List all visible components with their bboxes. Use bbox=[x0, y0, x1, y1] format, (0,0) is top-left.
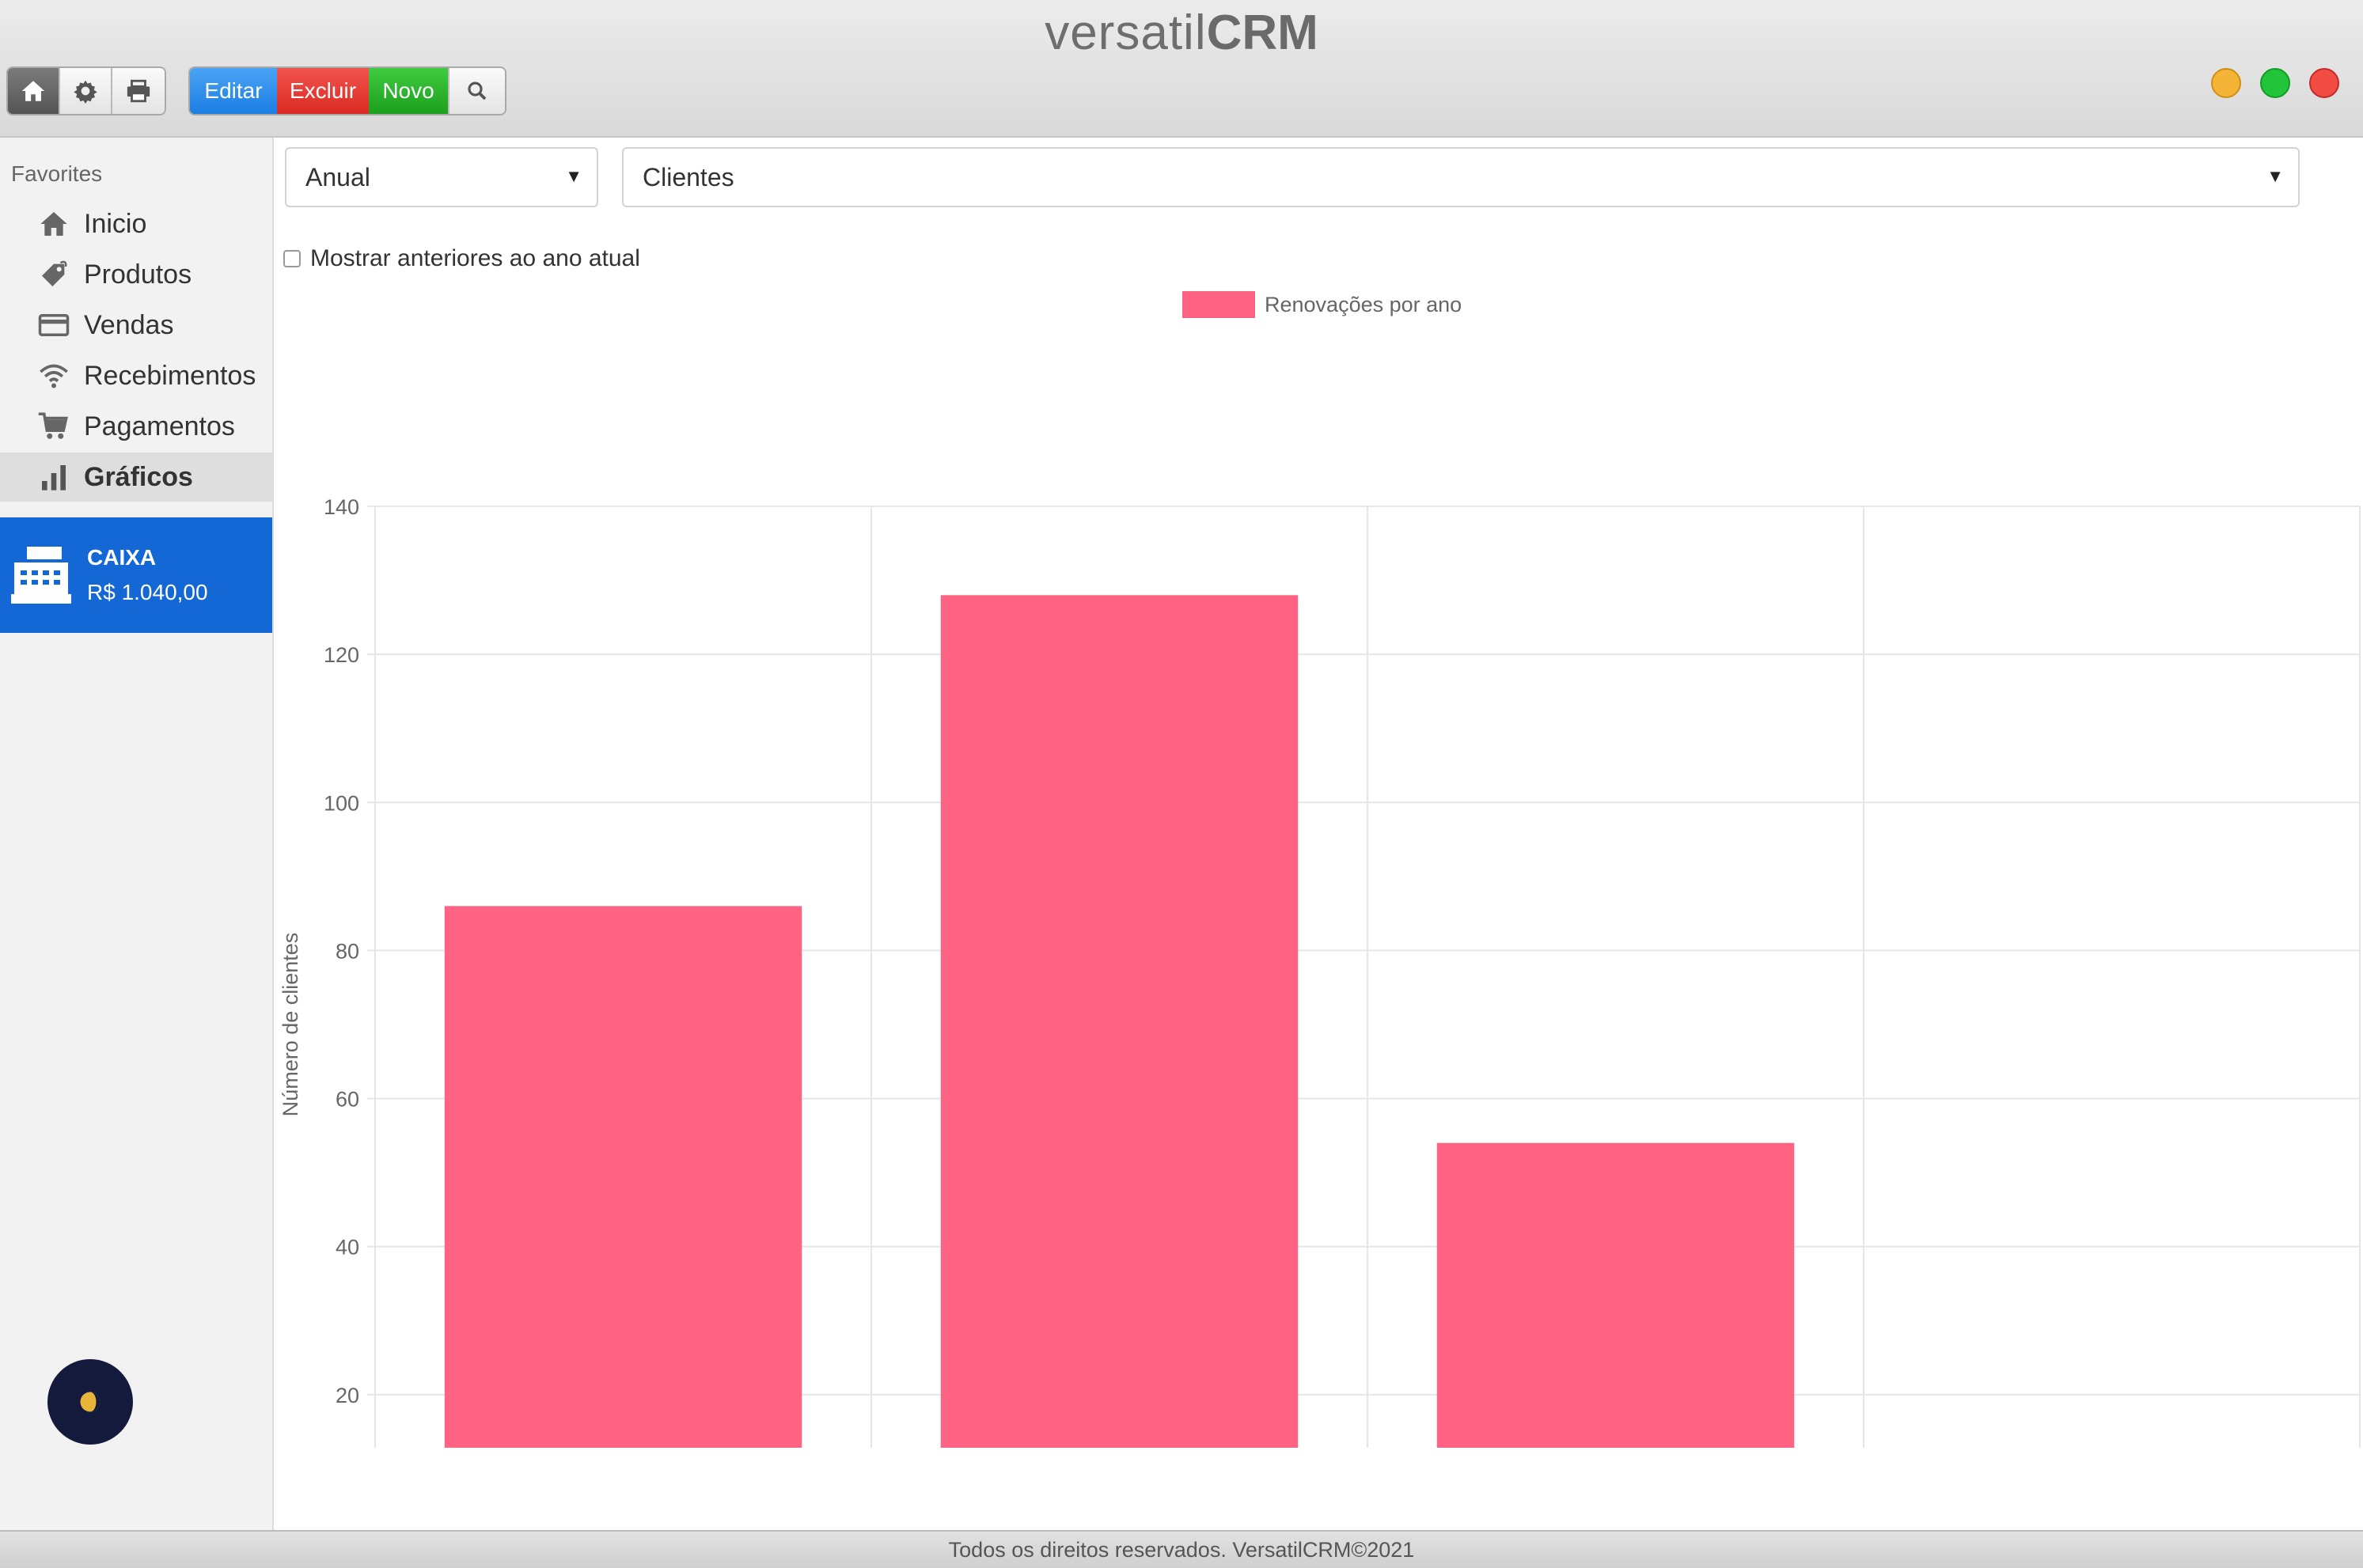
cash-register-title: CAIXA bbox=[87, 545, 157, 570]
maximize-button[interactable] bbox=[2260, 68, 2290, 98]
main-content: Anual ▼ Clientes ▼ Mostrar anteriores ao… bbox=[274, 138, 2363, 1568]
show-previous-label: Mostrar anteriores ao ano atual bbox=[310, 245, 640, 271]
cash-register-icon bbox=[11, 547, 71, 604]
bar-2023[interactable] bbox=[1436, 1142, 1795, 1543]
sidebar: Favorites Inicio Produtos Vendas Recebim… bbox=[0, 138, 274, 1530]
cash-register-panel[interactable]: CAIXA R$ 1.040,00 bbox=[0, 517, 272, 633]
sidebar-item-label: Recebimentos bbox=[84, 360, 256, 391]
wifi-icon bbox=[36, 358, 71, 393]
close-button[interactable] bbox=[2309, 68, 2339, 98]
chart-container: 0204060801001201402021202220232024Número… bbox=[274, 309, 2363, 1568]
entity-select[interactable]: Clientes ▼ bbox=[622, 147, 2300, 207]
search-icon bbox=[468, 81, 487, 100]
sidebar-item-vendas[interactable]: Vendas bbox=[0, 301, 272, 350]
new-button[interactable]: Novo bbox=[369, 68, 448, 114]
sidebar-item-label: Vendas bbox=[84, 309, 174, 340]
settings-button[interactable] bbox=[60, 68, 112, 114]
app-title: versatilCRM bbox=[0, 5, 2363, 61]
delete-button[interactable]: Excluir bbox=[277, 68, 369, 114]
sidebar-item-graficos[interactable]: Gráficos bbox=[0, 453, 272, 502]
y-tick-label: 20 bbox=[336, 1384, 359, 1407]
record-actions: Editar Excluir Novo bbox=[188, 66, 506, 116]
cart-icon bbox=[36, 409, 71, 444]
app-title-light: versatil bbox=[1045, 6, 1207, 60]
bar-chart: 0204060801001201402021202220232024Número… bbox=[279, 495, 2361, 1568]
bar-chart-icon bbox=[36, 460, 71, 494]
gear-icon bbox=[74, 80, 97, 104]
app-title-bold: CRM bbox=[1206, 6, 1318, 60]
chart-legend[interactable]: Renovações por ano bbox=[1182, 291, 1462, 318]
home-button[interactable] bbox=[8, 68, 60, 114]
moon-icon bbox=[80, 1392, 101, 1412]
y-tick-label: 40 bbox=[336, 1236, 359, 1259]
sidebar-item-recebimentos[interactable]: Recebimentos bbox=[0, 351, 272, 400]
y-tick-label: 80 bbox=[336, 939, 359, 963]
caret-down-icon: ▼ bbox=[2266, 166, 2284, 186]
home-icon bbox=[36, 206, 71, 241]
legend-swatch bbox=[1182, 291, 1255, 318]
main-toolbar bbox=[6, 66, 166, 116]
theme-toggle-button[interactable] bbox=[47, 1359, 133, 1445]
home-icon bbox=[21, 81, 45, 101]
sidebar-item-pagamentos[interactable]: Pagamentos bbox=[0, 402, 272, 451]
period-select-value: Anual bbox=[305, 162, 370, 191]
caret-down-icon: ▼ bbox=[565, 166, 582, 186]
y-tick-label: 60 bbox=[336, 1088, 359, 1112]
legend-label: Renovações por ano bbox=[1265, 292, 1462, 316]
sidebar-item-inicio[interactable]: Inicio bbox=[0, 199, 272, 248]
edit-button[interactable]: Editar bbox=[190, 68, 277, 114]
minimize-button[interactable] bbox=[2211, 68, 2241, 98]
search-button[interactable] bbox=[448, 68, 505, 114]
y-tick-label: 140 bbox=[324, 495, 359, 519]
y-tick-label: 100 bbox=[324, 791, 359, 815]
entity-select-value: Clientes bbox=[643, 162, 734, 191]
credit-card-icon bbox=[36, 308, 71, 343]
sidebar-item-label: Inicio bbox=[84, 208, 147, 239]
show-previous-checkbox[interactable] bbox=[283, 250, 301, 267]
footer: Todos os direitos reservados. VersatilCR… bbox=[0, 1530, 2363, 1568]
sidebar-item-label: Pagamentos bbox=[84, 411, 235, 441]
title-bar: versatilCRM Editar Excluir Novo bbox=[0, 0, 2363, 138]
sidebar-item-label: Produtos bbox=[84, 259, 192, 290]
favorites-heading: Favorites bbox=[11, 161, 103, 186]
sidebar-item-produtos[interactable]: Produtos bbox=[0, 250, 272, 299]
cash-register-balance: R$ 1.040,00 bbox=[87, 580, 208, 604]
y-axis-label: Número de clientes bbox=[279, 933, 302, 1117]
tag-icon bbox=[36, 257, 71, 292]
bar-2021[interactable] bbox=[444, 906, 802, 1543]
cash-register-info: CAIXA R$ 1.040,00 bbox=[87, 545, 208, 605]
bar-2022[interactable] bbox=[940, 595, 1299, 1543]
y-tick-label: 120 bbox=[324, 643, 359, 667]
printer-icon bbox=[127, 79, 150, 103]
period-select[interactable]: Anual ▼ bbox=[285, 147, 598, 207]
sidebar-item-label: Gráficos bbox=[84, 461, 193, 492]
show-previous-option[interactable]: Mostrar anteriores ao ano atual bbox=[283, 245, 640, 272]
print-button[interactable] bbox=[112, 68, 165, 114]
